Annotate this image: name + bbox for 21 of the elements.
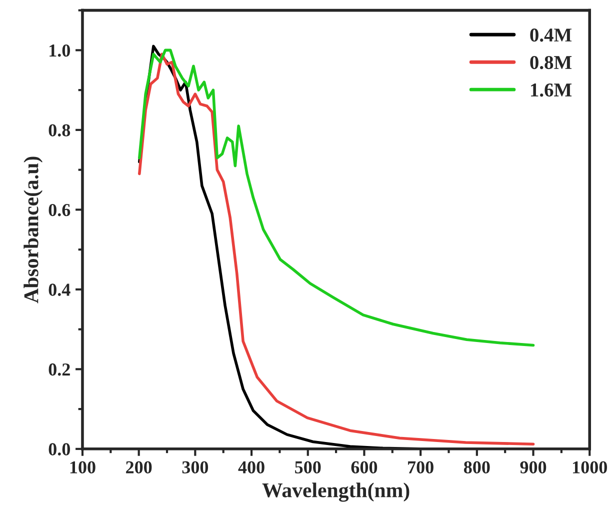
y-tick-label: 1.0 bbox=[50, 44, 70, 57]
y-tick-label: 0.6 bbox=[48, 204, 70, 216]
y-tick-label: 0.2 bbox=[48, 363, 70, 376]
y-tick-label: 0.0 bbox=[48, 443, 70, 456]
x-tick-label: 600 bbox=[351, 461, 378, 474]
y-axis-title: Absorbance(a.u) bbox=[24, 156, 43, 304]
x-axis-title: Wavelength(nm) bbox=[262, 482, 410, 502]
legend-label: 1.6M bbox=[531, 84, 572, 97]
y-tick-label: 0.4 bbox=[48, 284, 70, 296]
x-tick-label: 1000 bbox=[573, 461, 607, 474]
x-tick-label: 100 bbox=[70, 461, 96, 474]
legend-label: 0.4M bbox=[530, 28, 572, 42]
x-tick-label: 900 bbox=[520, 461, 546, 474]
x-tick-label: 300 bbox=[182, 461, 208, 474]
x-tick-label: 500 bbox=[295, 461, 321, 474]
x-tick-label: 800 bbox=[464, 461, 490, 474]
x-tick-label: 200 bbox=[126, 461, 152, 474]
x-tick-label: 400 bbox=[238, 461, 264, 474]
x-tick-label: 700 bbox=[408, 461, 434, 474]
legend-label: 0.8M bbox=[530, 56, 572, 70]
y-tick-label: 0.8 bbox=[48, 124, 70, 136]
